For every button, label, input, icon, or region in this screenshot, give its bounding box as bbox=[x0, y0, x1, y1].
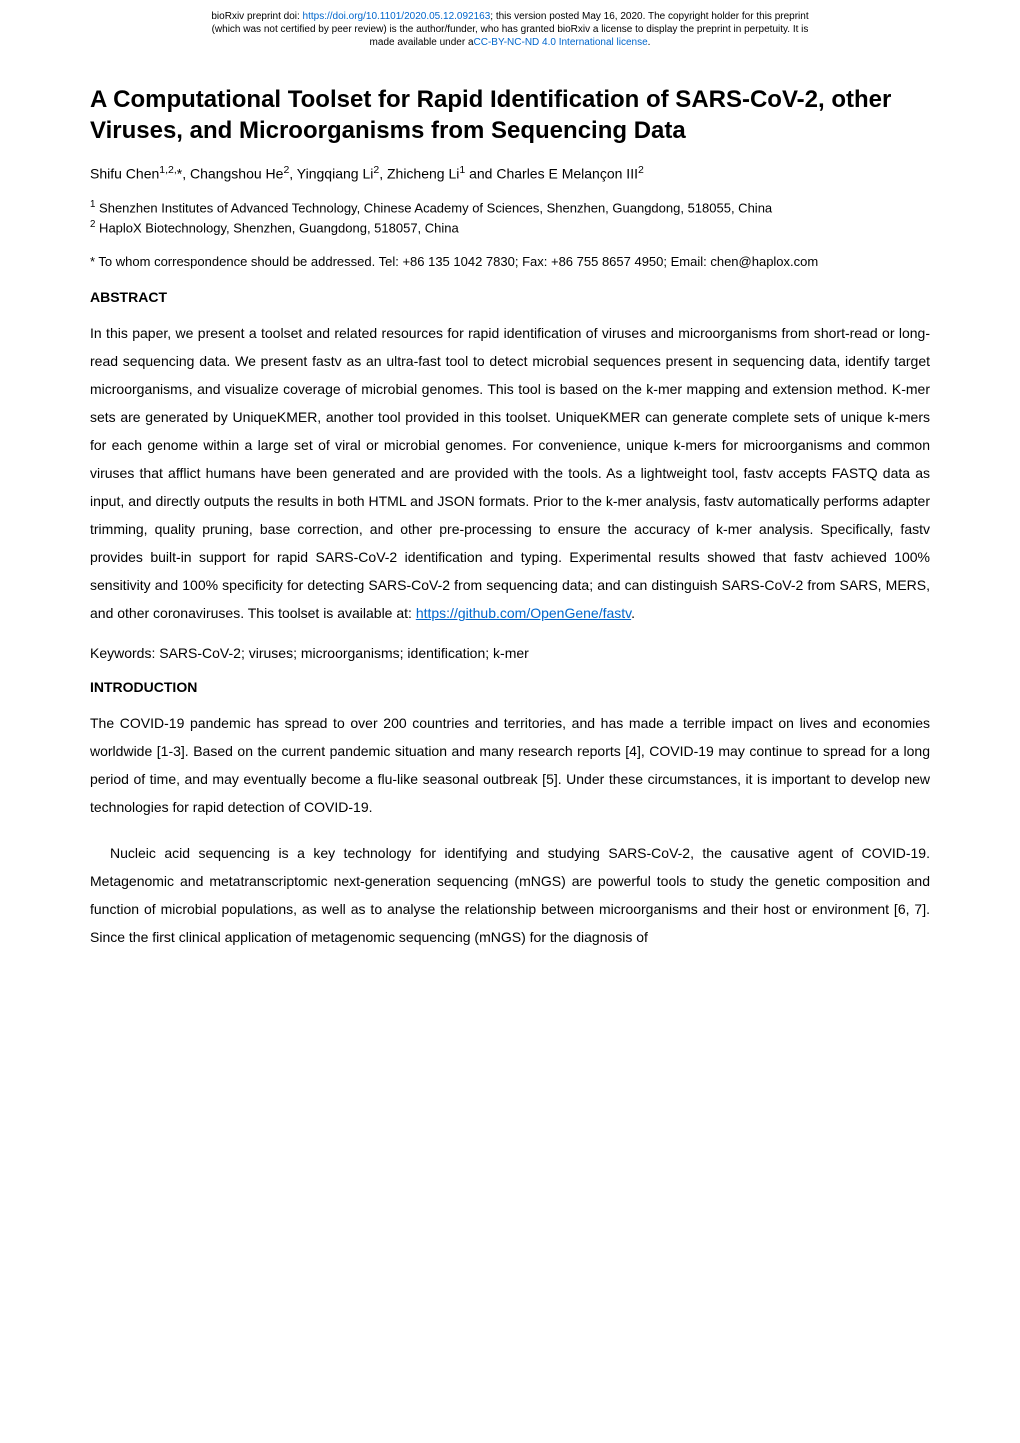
paper-title: A Computational Toolset for Rapid Identi… bbox=[90, 84, 930, 146]
abstract-body-suffix: . bbox=[631, 605, 635, 621]
preprint-header-line3-prefix: made available under a bbox=[370, 37, 474, 48]
paper-content: A Computational Toolset for Rapid Identi… bbox=[0, 64, 1020, 1009]
preprint-header-line3-suffix: . bbox=[648, 37, 651, 48]
affiliation-2: 2 HaploX Biotechnology, Shenzhen, Guangd… bbox=[90, 218, 930, 238]
license-link[interactable]: CC-BY-NC-ND 4.0 International license bbox=[474, 37, 648, 48]
doi-link[interactable]: https://doi.org/10.1101/2020.05.12.09216… bbox=[303, 11, 491, 22]
introduction-para-2: Nucleic acid sequencing is a key technol… bbox=[90, 839, 930, 951]
abstract-body-prefix: In this paper, we present a toolset and … bbox=[90, 325, 930, 621]
authors-list: Shifu Chen1,2,*, Changshou He2, Yingqian… bbox=[90, 164, 930, 182]
introduction-heading: INTRODUCTION bbox=[90, 679, 930, 695]
preprint-header: bioRxiv preprint doi: https://doi.org/10… bbox=[0, 0, 1020, 64]
introduction-para-1: The COVID-19 pandemic has spread to over… bbox=[90, 709, 930, 821]
abstract-heading: ABSTRACT bbox=[90, 289, 930, 305]
keywords-line: Keywords: SARS-CoV-2; viruses; microorga… bbox=[90, 645, 930, 661]
affiliation-1: 1 Shenzhen Institutes of Advanced Techno… bbox=[90, 198, 930, 218]
preprint-header-text: bioRxiv preprint doi: bbox=[211, 11, 302, 22]
github-link[interactable]: https://github.com/OpenGene/fastv bbox=[416, 605, 631, 621]
correspondence-note: * To whom correspondence should be addre… bbox=[90, 252, 930, 272]
abstract-text: In this paper, we present a toolset and … bbox=[90, 319, 930, 627]
preprint-header-text-suffix: ; this version posted May 16, 2020. The … bbox=[490, 11, 808, 22]
affiliations: 1 Shenzhen Institutes of Advanced Techno… bbox=[90, 198, 930, 238]
preprint-header-line2: (which was not certified by peer review)… bbox=[212, 24, 809, 35]
